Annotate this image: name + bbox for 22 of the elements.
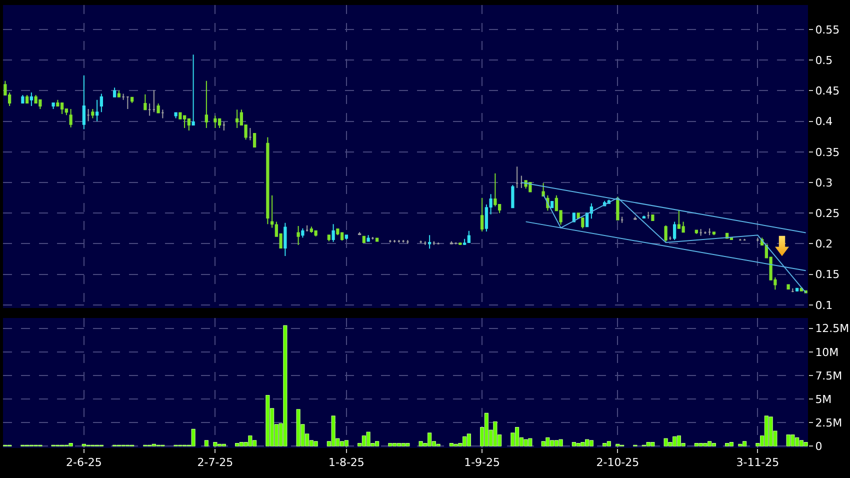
y-tick-label: 0.45 [815,84,840,98]
x-tick-label: 2-10-25 [596,456,640,470]
y-tick-label: 0.3 [815,176,833,190]
y-tick-label: 0.35 [815,146,840,159]
y-tick-label: 0.4 [815,115,833,128]
x-tick-label: 2-7-25 [197,456,234,470]
y-tick-label: 0.5 [815,54,833,67]
y-tick-label: 0.2 [815,238,833,251]
y-tick-label: 7.5M [815,369,842,382]
x-tick-label: 2-6-25 [66,456,102,470]
y-tick-label: 0 [815,440,822,453]
y-tick-label: 0.15 [815,268,840,282]
y-tick-label: 0.55 [815,23,840,36]
x-tick-label: 3-11-25 [736,456,780,470]
x-tick-label: 1-9-25 [464,456,500,470]
y-tick-label: 0.25 [815,206,840,220]
y-tick-label: 12.5M [815,322,850,336]
x-tick-label: 1-8-25 [328,456,364,470]
y-tick-label: 2.5M [815,416,842,430]
y-tick-label: 10M [815,346,839,359]
y-tick-label: 0.1 [815,298,833,312]
y-tick-label: 5M [815,392,832,406]
